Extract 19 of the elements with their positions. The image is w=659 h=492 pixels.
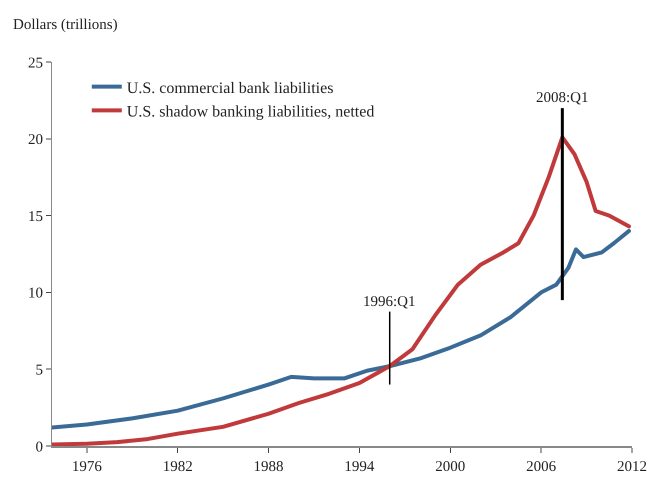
y-tick-label: 10 — [28, 286, 43, 302]
line-series — [52, 228, 631, 430]
x-tick-label: 1994 — [344, 459, 375, 475]
x-tick-label: 2000 — [435, 459, 466, 475]
x-tick-label: 2006 — [526, 459, 557, 475]
x-tick-label: 2012 — [617, 459, 647, 475]
ref-line-label: 1996:Q1 — [363, 294, 416, 310]
y-tick-label: 20 — [28, 132, 43, 148]
y-tick-label: 5 — [36, 362, 43, 378]
ref-line-label: 2008:Q1 — [536, 90, 588, 106]
y-tick-label: 25 — [28, 55, 43, 72]
legend-label: U.S. commercial bank liabilities — [126, 80, 334, 97]
x-tick-label: 1976 — [72, 459, 102, 475]
x-tick-label: 1982 — [162, 459, 193, 475]
x-tick-label: 1988 — [254, 459, 284, 475]
y-tick-label: 15 — [28, 208, 43, 225]
y-axis-title: Dollars (trillions) — [13, 17, 118, 33]
legend-label: U.S. shadow banking liabilities, netted — [126, 104, 374, 121]
y-tick-label: 0 — [36, 439, 43, 456]
